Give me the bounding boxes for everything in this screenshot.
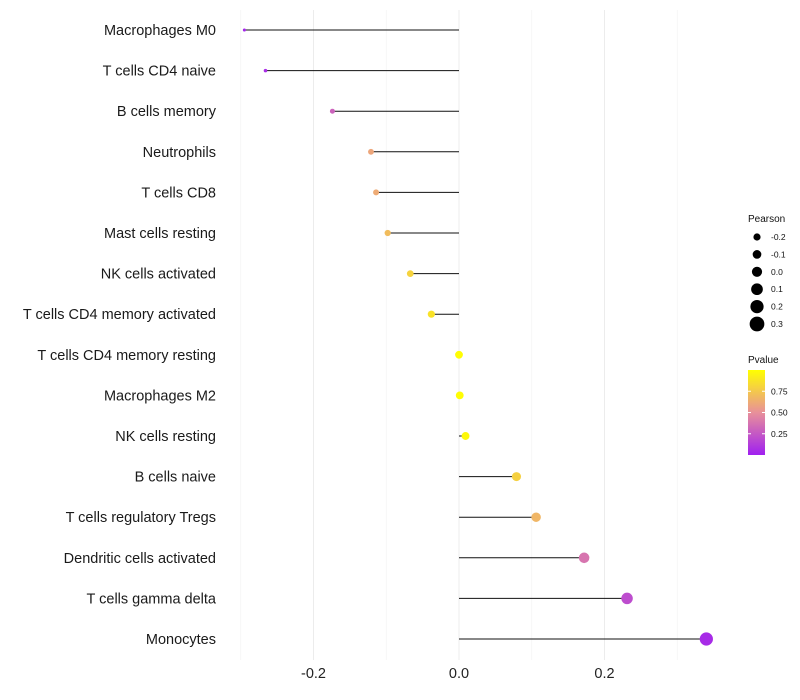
size-legend-label: 0.0 xyxy=(771,267,783,277)
category-label: NK cells activated xyxy=(101,267,216,283)
pvalue-color-legend: Pvalue 0.75 0.50 0.25 xyxy=(748,355,788,455)
category-label: Neutrophils xyxy=(143,145,216,161)
lollipop-dot xyxy=(455,391,464,400)
colorbar-label: 0.25 xyxy=(771,429,788,439)
lollipop-dot xyxy=(621,592,633,605)
pearson-legend-title: Pearson xyxy=(748,214,785,225)
size-legend-label: -0.2 xyxy=(771,232,786,242)
lollipop-dot xyxy=(511,472,522,482)
category-label: Macrophages M0 xyxy=(104,23,216,39)
lollipop-dot xyxy=(263,68,268,73)
size-legend-label: 0.2 xyxy=(771,302,783,312)
colorbar-label: 0.50 xyxy=(771,408,788,418)
category-label: T cells CD4 memory resting xyxy=(37,348,216,364)
category-label: T cells CD8 xyxy=(141,185,216,201)
size-legend-key xyxy=(751,266,763,277)
lollipop-dot xyxy=(531,512,541,522)
lollipop-dot xyxy=(368,148,374,155)
x-tick-label: 0.0 xyxy=(449,666,469,682)
lollipop-dot xyxy=(461,432,470,440)
lollipop-dots xyxy=(242,28,713,646)
size-legend-key xyxy=(751,283,763,296)
category-label: NK cells resting xyxy=(115,429,216,445)
category-labels: Macrophages M0 T cells CD4 naive B cells m… xyxy=(23,23,217,648)
lollipop-dot xyxy=(242,28,246,32)
lollipop-dot xyxy=(329,108,335,114)
lollipop-dot xyxy=(373,189,380,196)
size-legend-key xyxy=(753,233,761,241)
category-label: B cells memory xyxy=(117,104,217,120)
colorbar-label: 0.75 xyxy=(771,386,788,396)
lollipop-dot xyxy=(699,632,713,646)
size-legend-label: -0.1 xyxy=(771,249,786,259)
category-label: T cells CD4 naive xyxy=(103,64,216,80)
lollipop-dot xyxy=(578,552,590,564)
pearson-size-legend: Pearson -0.2 -0.1 0.0 0.1 0.2 0.3 xyxy=(748,214,786,332)
size-legend-key xyxy=(750,300,764,314)
category-label: Macrophages M2 xyxy=(104,388,216,404)
category-label: T cells regulatory Tregs xyxy=(66,510,216,526)
x-axis-tick-labels: -0.2 0.0 0.2 xyxy=(301,666,615,682)
category-label: Mast cells resting xyxy=(104,226,216,242)
x-tick-label: 0.2 xyxy=(594,666,614,682)
grid-lines xyxy=(240,10,678,660)
pvalue-legend-title: Pvalue xyxy=(748,355,779,366)
x-tick-label: -0.2 xyxy=(301,666,326,682)
category-label: T cells gamma delta xyxy=(87,591,217,607)
category-label: T cells CD4 memory activated xyxy=(23,307,216,323)
lollipop-dot xyxy=(384,229,391,237)
category-label: B cells naive xyxy=(135,470,216,486)
category-label: Monocytes xyxy=(146,632,216,648)
size-legend-label: 0.1 xyxy=(771,284,783,294)
lollipop-dot xyxy=(427,310,435,318)
lollipop-dot xyxy=(406,270,414,277)
size-legend-key xyxy=(749,316,765,332)
pvalue-colorbar xyxy=(748,370,765,455)
category-label: Dendritic cells activated xyxy=(64,551,216,567)
size-legend-label: 0.3 xyxy=(771,319,783,329)
size-legend-key xyxy=(752,250,762,259)
lollipop-dot xyxy=(455,350,463,359)
lollipop-stems xyxy=(244,29,707,640)
